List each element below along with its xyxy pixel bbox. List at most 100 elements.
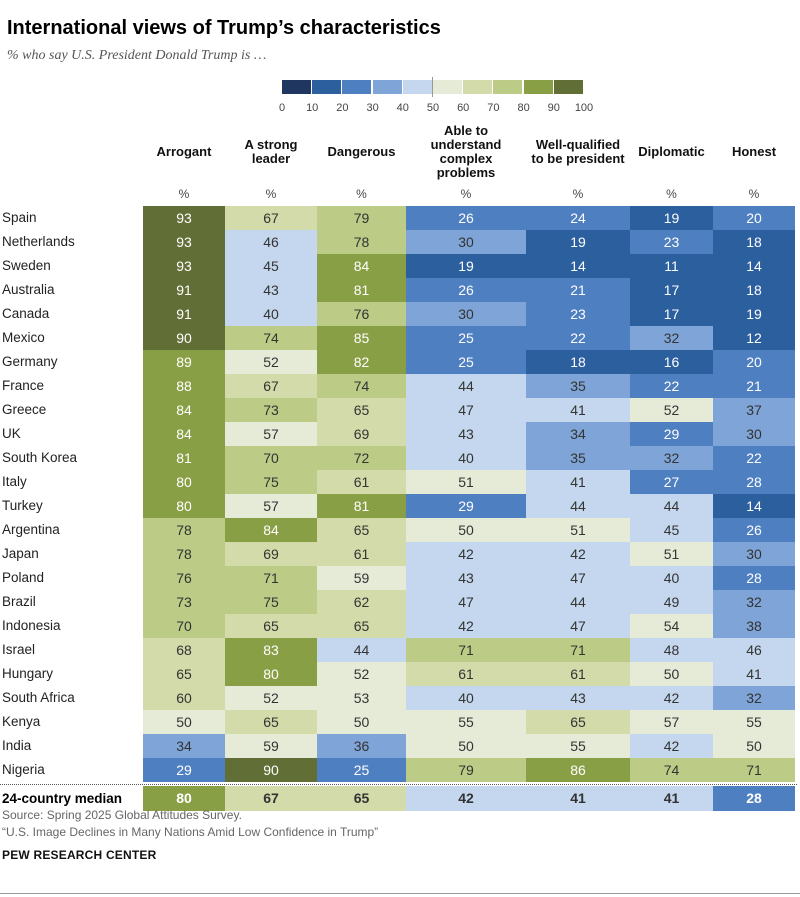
heatmap-cell: 28 xyxy=(713,470,795,494)
heatmap-cell: 74 xyxy=(225,326,317,350)
heatmap-cell: 42 xyxy=(526,542,630,566)
country-label: Argentina xyxy=(2,522,60,537)
column-header: Diplomatic xyxy=(638,144,705,159)
heatmap-cell: 19 xyxy=(630,206,713,230)
heatmap-cell: 51 xyxy=(406,470,526,494)
heatmap-cell: 43 xyxy=(225,278,317,302)
legend-swatch xyxy=(523,80,553,94)
heatmap-cell: 69 xyxy=(317,422,406,446)
heatmap-cell: 17 xyxy=(630,302,713,326)
country-label: South Africa xyxy=(2,690,75,705)
legend-swatch xyxy=(312,80,342,94)
country-label: Germany xyxy=(2,354,58,369)
legend-swatch xyxy=(463,80,493,94)
heatmap-cell: 82 xyxy=(317,350,406,374)
heatmap-cell: 71 xyxy=(406,638,526,662)
chart-subtitle: % who say U.S. President Donald Trump is… xyxy=(7,48,267,63)
heatmap-cell: 52 xyxy=(317,662,406,686)
heatmap-cell: 14 xyxy=(526,254,630,278)
heatmap-cell: 55 xyxy=(526,734,630,758)
heatmap-cell: 23 xyxy=(630,230,713,254)
heatmap-cell: 42 xyxy=(630,686,713,710)
heatmap-cell: 29 xyxy=(406,494,526,518)
country-label: Turkey xyxy=(2,498,43,513)
column-header: Arrogant xyxy=(156,144,212,159)
heatmap-cell: 24 xyxy=(526,206,630,230)
heatmap-cell: 71 xyxy=(225,566,317,590)
heatmap-cell: 47 xyxy=(526,614,630,638)
heatmap-cell: 34 xyxy=(143,734,225,758)
heatmap-cell: 41 xyxy=(713,662,795,686)
heatmap-cell: 61 xyxy=(317,470,406,494)
heatmap-cell: 22 xyxy=(713,446,795,470)
median-cell: 42 xyxy=(406,786,526,811)
heatmap-cell: 18 xyxy=(713,278,795,302)
country-label: Nigeria xyxy=(2,762,45,777)
heatmap-cell: 61 xyxy=(526,662,630,686)
heatmap-cell: 79 xyxy=(406,758,526,782)
heatmap-cell: 25 xyxy=(406,350,526,374)
legend-tick-label: 60 xyxy=(457,102,470,114)
heatmap-cell: 52 xyxy=(225,686,317,710)
heatmap-cell: 65 xyxy=(143,662,225,686)
report-title-note: “U.S. Image Declines in Many Nations Ami… xyxy=(2,825,379,839)
heatmap-cell: 67 xyxy=(225,206,317,230)
country-label: Greece xyxy=(2,402,47,417)
heatmap-cell: 18 xyxy=(526,350,630,374)
heatmap-cell: 44 xyxy=(406,374,526,398)
heatmap-cell: 67 xyxy=(225,374,317,398)
median-cell: 80 xyxy=(143,786,225,811)
heatmap-cell: 78 xyxy=(317,230,406,254)
legend-midpoint-marker xyxy=(432,77,433,97)
heatmap-cell: 65 xyxy=(317,614,406,638)
country-label: Australia xyxy=(2,282,55,297)
heatmap-cell: 91 xyxy=(143,278,225,302)
heatmap-cell: 55 xyxy=(406,710,526,734)
heatmap-cell: 84 xyxy=(143,398,225,422)
heatmap-cell: 75 xyxy=(225,470,317,494)
heatmap-cell: 44 xyxy=(526,590,630,614)
heatmap-cell: 71 xyxy=(713,758,795,782)
heatmap-cell: 76 xyxy=(143,566,225,590)
heatmap-cell: 26 xyxy=(406,206,526,230)
legend-tick-label: 100 xyxy=(574,102,594,114)
country-label: Mexico xyxy=(2,330,45,345)
heatmap-cell: 89 xyxy=(143,350,225,374)
percent-unit-label: % xyxy=(265,187,277,201)
chart-title: International views of Trump’s character… xyxy=(7,17,441,39)
country-label: UK xyxy=(2,426,21,441)
percent-unit-label: % xyxy=(572,187,584,201)
heatmap-cell: 32 xyxy=(713,590,795,614)
heatmap-cell: 36 xyxy=(317,734,406,758)
median-divider xyxy=(0,784,797,785)
heatmap-cell: 59 xyxy=(317,566,406,590)
heatmap-cell: 43 xyxy=(406,566,526,590)
percent-unit-label: % xyxy=(460,187,472,201)
heatmap-cell: 65 xyxy=(526,710,630,734)
heatmap-cell: 28 xyxy=(713,566,795,590)
heatmap-cell: 23 xyxy=(526,302,630,326)
heatmap-cell: 35 xyxy=(526,374,630,398)
heatmap-cell: 22 xyxy=(526,326,630,350)
heatmap-cell: 90 xyxy=(143,326,225,350)
heatmap-cell: 57 xyxy=(225,422,317,446)
legend-tick-label: 20 xyxy=(336,102,349,114)
heatmap-cell: 43 xyxy=(526,686,630,710)
heatmap-cell: 73 xyxy=(143,590,225,614)
heatmap-cell: 16 xyxy=(630,350,713,374)
heatmap-cell: 42 xyxy=(630,734,713,758)
legend-tick-label: 10 xyxy=(306,102,319,114)
heatmap-cell: 32 xyxy=(630,326,713,350)
heatmap-cell: 73 xyxy=(225,398,317,422)
heatmap-cell: 70 xyxy=(225,446,317,470)
heatmap-cell: 29 xyxy=(630,422,713,446)
heatmap-cell: 80 xyxy=(143,494,225,518)
heatmap-cell: 50 xyxy=(630,662,713,686)
heatmap-cell: 72 xyxy=(317,446,406,470)
percent-unit-label: % xyxy=(748,187,760,201)
median-cell: 41 xyxy=(630,786,713,811)
heatmap-cell: 41 xyxy=(526,470,630,494)
heatmap-cell: 30 xyxy=(406,230,526,254)
heatmap-cell: 84 xyxy=(225,518,317,542)
country-label: Brazil xyxy=(2,594,36,609)
